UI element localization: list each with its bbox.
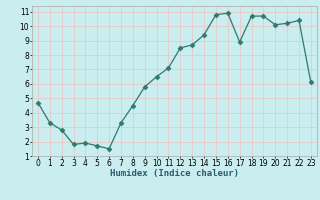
X-axis label: Humidex (Indice chaleur): Humidex (Indice chaleur) [110, 169, 239, 178]
